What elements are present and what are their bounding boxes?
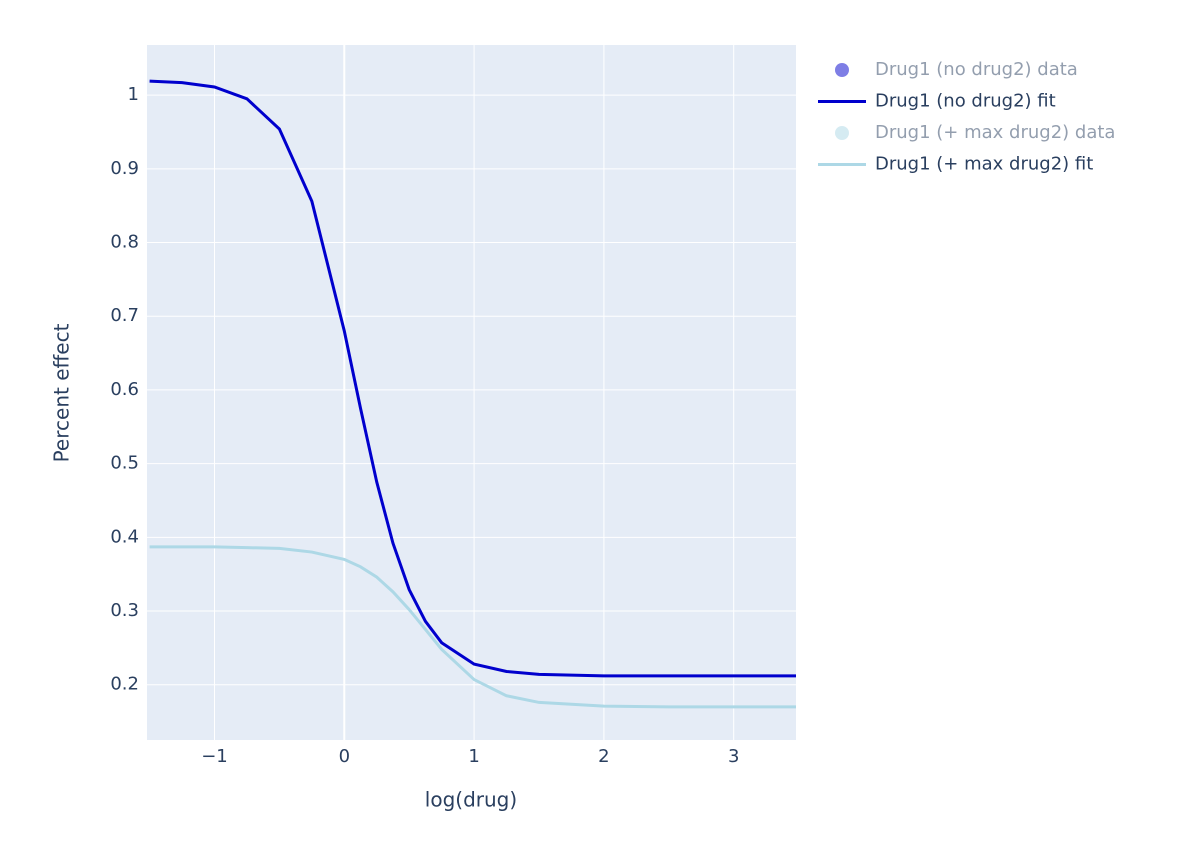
y-axis-title: Percent effect (50, 323, 74, 462)
x-tick-label: 3 (728, 746, 739, 767)
legend-item[interactable]: Drug1 (+ max drug2) fit (818, 154, 1093, 175)
legend-item[interactable]: Drug1 (no drug2) data (835, 59, 1078, 80)
legend-label: Drug1 (no drug2) fit (875, 91, 1056, 112)
plot-area (147, 45, 796, 740)
legend-label: Drug1 (+ max drug2) data (875, 122, 1115, 143)
x-tick-label: −1 (201, 746, 228, 767)
legend-item[interactable]: Drug1 (+ max drug2) data (835, 122, 1115, 143)
y-tick-label: 0.2 (110, 674, 139, 695)
x-tick-label: 0 (339, 746, 350, 767)
fit-line (149, 79, 796, 678)
legend-marker (835, 126, 849, 140)
x-axis-title: log(drug) (425, 788, 517, 812)
y-tick-label: 1 (128, 84, 139, 105)
legend-item[interactable]: Drug1 (no drug2) fit (818, 91, 1056, 112)
fit-line (149, 545, 796, 709)
y-tick-label: 0.8 (110, 232, 139, 253)
x-tick-label: 2 (598, 746, 609, 767)
plot-lines (149, 79, 796, 709)
y-tick-label: 0.7 (110, 305, 139, 326)
legend-marker (835, 63, 849, 77)
y-tick-label: 0.5 (110, 453, 139, 474)
y-tick-label: 0.3 (110, 600, 139, 621)
y-tick-label: 0.6 (110, 379, 139, 400)
legend-label: Drug1 (no drug2) data (875, 59, 1078, 80)
y-tick-label: 0.4 (110, 526, 139, 547)
x-tick-label: 1 (468, 746, 479, 767)
legend-label: Drug1 (+ max drug2) fit (875, 154, 1093, 175)
y-tick-label: 0.9 (110, 158, 139, 179)
